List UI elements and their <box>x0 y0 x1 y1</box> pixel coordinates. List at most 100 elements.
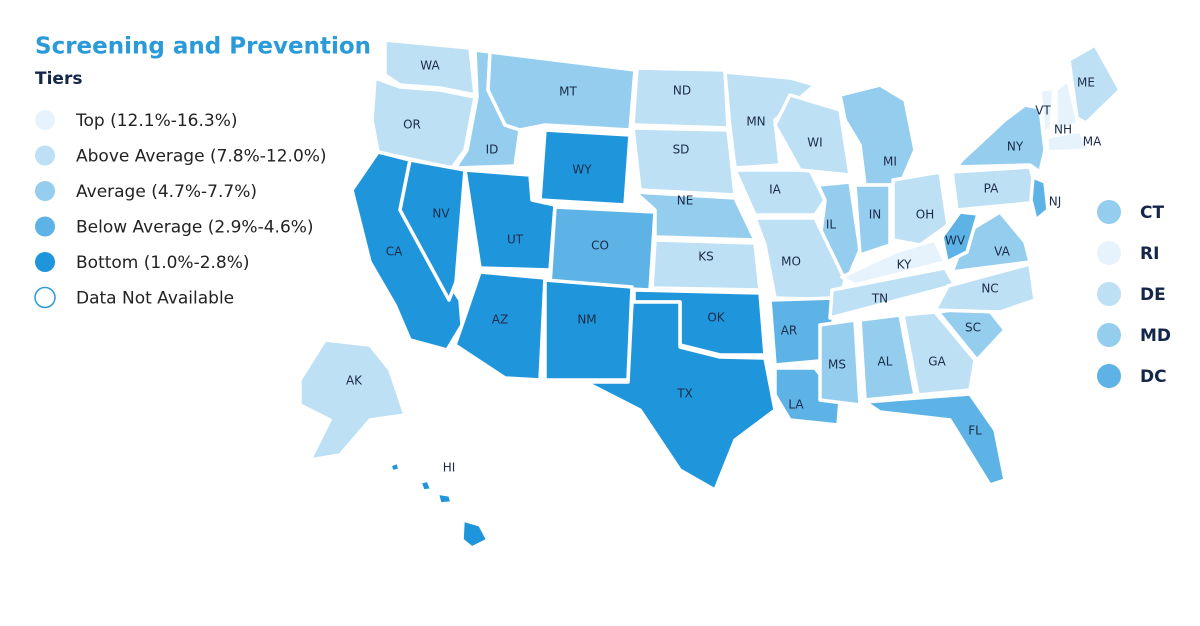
state-label: MS <box>828 358 846 372</box>
small-state-swatch <box>1097 323 1121 347</box>
state-label: GA <box>928 355 946 369</box>
state-wa <box>383 38 477 97</box>
state-label: AR <box>781 324 798 338</box>
state-hi <box>460 518 490 550</box>
state-ks <box>650 238 762 292</box>
state-label: KY <box>897 258 912 272</box>
legend: Top (12.1%-16.3%) Above Average (7.8%-12.… <box>34 110 327 309</box>
state-label: KS <box>698 250 714 264</box>
state-oh <box>891 170 950 247</box>
state-label: NJ <box>1049 195 1062 209</box>
state-wi <box>773 93 852 177</box>
legend-label: Above Average (7.8%-12.0%) <box>76 147 327 167</box>
state-label: MT <box>559 85 577 99</box>
legend-title: Tiers <box>35 69 82 89</box>
legend-label: Bottom (1.0%-2.8%) <box>76 253 250 273</box>
state-label: MO <box>781 255 801 269</box>
state-nj <box>1029 175 1050 222</box>
state-ga <box>901 310 977 397</box>
state-nd <box>631 66 730 130</box>
state-ky <box>840 238 947 287</box>
legend-swatch <box>35 216 55 237</box>
state-label: VT <box>1035 104 1051 118</box>
state-label: NM <box>577 313 596 327</box>
state-label: NV <box>432 207 450 221</box>
state-label: TN <box>871 292 888 306</box>
state-wy <box>538 128 632 207</box>
state-ms <box>818 318 862 407</box>
state-label: MI <box>883 155 897 169</box>
state-label: AK <box>346 374 363 388</box>
state-label: ME <box>1077 76 1095 90</box>
state-label: OK <box>707 311 725 325</box>
state-label: VA <box>994 245 1010 259</box>
small-state-swatch <box>1097 282 1121 306</box>
state-label: NY <box>1007 140 1024 154</box>
legend-swatch <box>35 252 55 272</box>
state-label: IN <box>869 208 882 222</box>
state-al <box>858 313 917 402</box>
small-state-label: DC <box>1140 367 1167 387</box>
state-label: SD <box>673 143 690 157</box>
state-label: AL <box>878 355 893 369</box>
small-state-swatch <box>1097 364 1121 388</box>
state-label: MN <box>746 115 765 129</box>
state-fl <box>863 392 1007 487</box>
state-label: AZ <box>492 313 508 327</box>
state-hi <box>388 460 402 474</box>
state-nc <box>933 262 1037 314</box>
state-label: UT <box>507 233 524 247</box>
small-state-label: DE <box>1140 285 1166 305</box>
title: Screening and Prevention <box>35 34 371 60</box>
state-label: NH <box>1054 123 1072 137</box>
small-state-label: MD <box>1140 326 1171 346</box>
state-sd <box>631 126 737 197</box>
legend-swatch <box>34 286 56 309</box>
state-label: OH <box>916 208 934 222</box>
state-label: CA <box>386 245 403 259</box>
state-label: TX <box>676 387 693 401</box>
state-ak <box>298 338 407 462</box>
state-nm <box>543 278 634 382</box>
state-vt <box>1038 86 1056 135</box>
state-ne <box>633 190 757 242</box>
small-state-label: CT <box>1140 203 1164 223</box>
small-state-swatch <box>1097 200 1121 224</box>
state-hi <box>418 478 434 493</box>
state-ma <box>1045 129 1092 154</box>
legend-label: Below Average (2.9%-4.6%) <box>76 218 314 238</box>
state-label: WV <box>945 234 966 248</box>
small-state-swatch <box>1097 241 1121 265</box>
state-label: IL <box>826 218 837 232</box>
small-state-label: RI <box>1140 244 1159 264</box>
state-label: OR <box>403 118 421 132</box>
state-label: LA <box>788 398 804 412</box>
state-in <box>853 183 892 257</box>
state-mt <box>486 50 637 132</box>
legend-swatch <box>35 145 55 166</box>
small-states-list: CT RI DE MD DC <box>1097 200 1171 388</box>
state-label: ND <box>673 84 691 98</box>
state-mi <box>838 83 917 187</box>
legend-label: Top (12.1%-16.3%) <box>75 111 238 131</box>
us-map: WA OR CA NV ID MT WY UT CO AZ NM ND SD NE KS OK TX MN IA WI… <box>298 38 1122 550</box>
state-az <box>453 270 547 382</box>
state-wv <box>940 210 980 264</box>
state-label: MA <box>1083 135 1102 149</box>
state-label: IA <box>769 183 782 197</box>
legend-label: Data Not Available <box>76 289 234 309</box>
legend-label: Average (4.7%-7.7%) <box>76 182 257 202</box>
state-nh <box>1054 78 1080 135</box>
state-label: NC <box>981 282 998 296</box>
state-ny <box>955 103 1047 174</box>
state-hi <box>435 491 454 506</box>
state-label: HI <box>443 461 456 475</box>
state-label: ID <box>486 143 499 157</box>
state-label: CO <box>591 239 609 253</box>
state-label: WI <box>807 136 822 150</box>
state-ut <box>463 168 557 272</box>
state-label: FL <box>968 424 982 438</box>
state-tx <box>583 300 777 492</box>
